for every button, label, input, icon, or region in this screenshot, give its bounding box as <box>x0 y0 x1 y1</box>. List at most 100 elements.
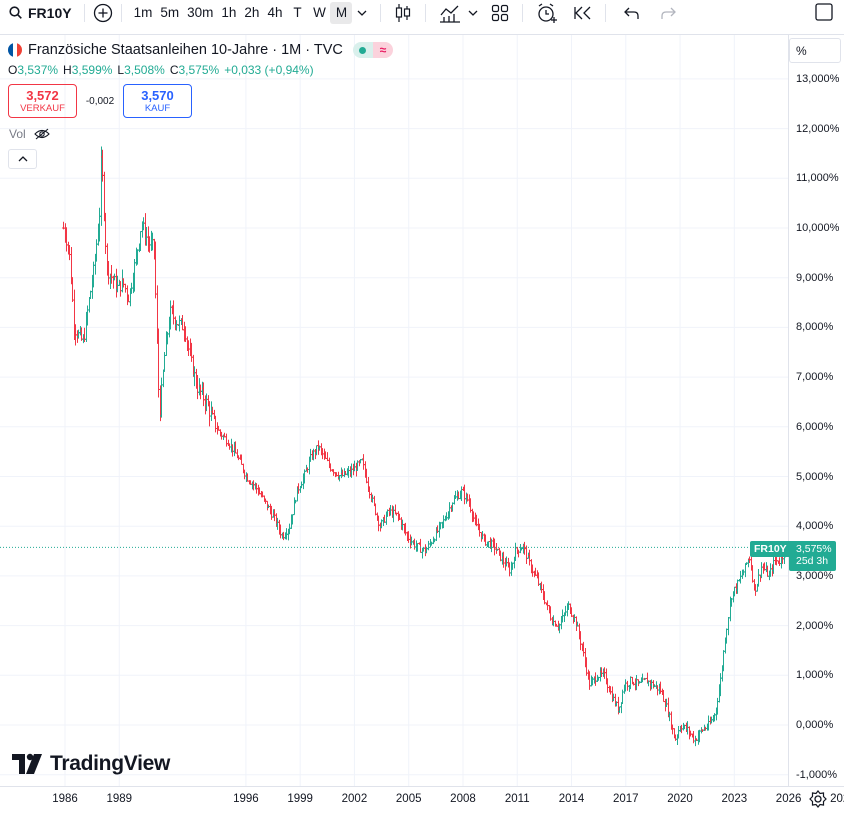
chart-settings-button[interactable] <box>808 789 828 809</box>
chevron-down-icon <box>358 10 367 16</box>
ohlc-bar <box>427 540 430 551</box>
ohlc-bar <box>588 671 591 690</box>
fullscreen-button[interactable] <box>814 2 834 22</box>
ohlc-bar <box>208 401 211 427</box>
buy-price: 3,570 <box>141 87 174 103</box>
interval-month[interactable]: M <box>330 1 353 24</box>
time-axis-border <box>0 786 844 787</box>
price-chart[interactable] <box>0 35 788 786</box>
toolbar-divider <box>120 3 122 22</box>
ohlc-bar <box>95 239 98 262</box>
y-tick-label: 0,000% <box>796 719 834 731</box>
trade-buttons: 3,572 VERKAUF -0,002 3,570 KAUF <box>8 84 192 118</box>
replay-button[interactable] <box>569 1 597 25</box>
layout-button[interactable] <box>486 1 514 25</box>
ohlc-bar <box>225 433 228 447</box>
x-tick-label: 2008 <box>450 793 476 805</box>
ohlc-bar <box>525 545 528 565</box>
interval-day[interactable]: T <box>293 5 302 20</box>
ohlc-bar <box>725 628 728 644</box>
y-tick-label: 5,000% <box>796 470 834 483</box>
y-tick-label: 6,000% <box>796 420 834 433</box>
chart-legend: Französiche Staatsanleihen 10-Jahre · 1M… <box>8 42 393 77</box>
x-tick-label: 1996 <box>233 793 259 805</box>
top-toolbar: FR10Y 1m 5m 30m 1h 2h 4h T W M <box>0 0 844 25</box>
sell-button[interactable]: 3,572 VERKAUF <box>8 84 77 118</box>
ohlc-bar <box>727 617 730 636</box>
alert-button[interactable] <box>533 1 561 25</box>
toolbar-divider <box>522 3 524 22</box>
change-value: +0,033 (+0,94%) <box>224 63 314 77</box>
symbol-search-button[interactable]: FR10Y <box>0 0 80 25</box>
price-axis-border <box>788 35 789 787</box>
x-tick-label: 2017 <box>612 793 639 805</box>
indicators-dropdown[interactable] <box>464 1 482 25</box>
symbol-name: FR10Y <box>28 4 72 21</box>
y-tick-label: 12,000% <box>796 122 840 135</box>
square-icon <box>815 3 833 21</box>
x-tick-label: 2014 <box>558 793 585 805</box>
eye-hidden-icon[interactable] <box>33 128 50 140</box>
indicators-icon <box>440 5 461 23</box>
interval-5m[interactable]: 5m <box>160 5 180 20</box>
collapse-legend-button[interactable] <box>8 149 37 169</box>
undo-button[interactable] <box>618 1 646 25</box>
y-tick-label: 2,000% <box>796 619 834 632</box>
low-label: L <box>117 63 125 77</box>
ohlc-bar <box>178 315 181 332</box>
ohlc-bar <box>419 538 422 553</box>
interval-1m[interactable]: 1m <box>133 5 153 20</box>
spread-value: -0,002 <box>85 95 115 107</box>
ohlc-bar <box>744 563 747 578</box>
toolbar-divider <box>380 3 382 22</box>
redo-button[interactable] <box>654 1 682 25</box>
x-tick-label: 2029 <box>830 793 844 805</box>
market-status[interactable]: ≈ <box>352 42 393 58</box>
ohlc-bar <box>620 702 623 714</box>
interval-week[interactable]: W <box>313 5 326 20</box>
interval-1h[interactable]: 1h <box>221 5 237 20</box>
tradingview-logo-icon <box>12 753 42 774</box>
x-tick-label: 2026 <box>775 793 802 805</box>
ohlc-bar <box>495 542 498 554</box>
volume-legend: Vol <box>9 127 50 141</box>
y-tick-label: 3,000% <box>796 569 834 582</box>
y-tick-label: 7,000% <box>796 371 834 384</box>
interval-4h[interactable]: 4h <box>267 5 283 20</box>
interval-2h[interactable]: 2h <box>244 5 260 20</box>
y-tick-label: 1,000% <box>796 669 834 682</box>
toolbar-divider <box>605 3 607 22</box>
indicators-button[interactable] <box>436 1 464 25</box>
bar-countdown: 25d 3h <box>796 555 829 567</box>
plus-circle-icon <box>93 3 112 22</box>
chevron-up-icon <box>18 156 27 162</box>
interval-dropdown[interactable] <box>352 1 372 25</box>
buy-button[interactable]: 3,570 KAUF <box>123 84 192 118</box>
compare-add-button[interactable] <box>89 1 117 25</box>
tradingview-logo[interactable]: TradingView <box>12 752 170 776</box>
close-value: 3,575% <box>178 63 220 77</box>
scale-mode-button[interactable]: % <box>789 38 841 63</box>
sell-label: VERKAUF <box>20 102 65 114</box>
open-value: 3,537% <box>17 63 59 77</box>
ohlc-bar <box>163 351 166 372</box>
y-tick-label: -1,000% <box>796 768 837 781</box>
x-tick-label: 1989 <box>106 793 133 805</box>
interval-30m[interactable]: 30m <box>187 5 214 20</box>
y-tick-label: 13,000% <box>796 72 840 85</box>
france-flag-icon <box>8 43 22 57</box>
x-tick-label: 2023 <box>721 793 748 805</box>
symbol-price-tag: FR10Y <box>750 541 791 557</box>
ohlc-bar <box>88 296 91 313</box>
toolbar-border <box>0 34 844 35</box>
logo-text: TradingView <box>50 752 171 775</box>
open-label: O <box>8 63 18 77</box>
chart-type-button[interactable] <box>389 1 417 25</box>
ohlc-bar <box>722 650 725 672</box>
redo-icon <box>661 7 677 19</box>
x-tick-label: 2011 <box>504 793 530 805</box>
ohlc-bar <box>326 452 329 462</box>
y-tick-label: 8,000% <box>796 321 834 334</box>
search-icon <box>9 6 22 19</box>
x-tick-label: 1999 <box>287 793 313 805</box>
